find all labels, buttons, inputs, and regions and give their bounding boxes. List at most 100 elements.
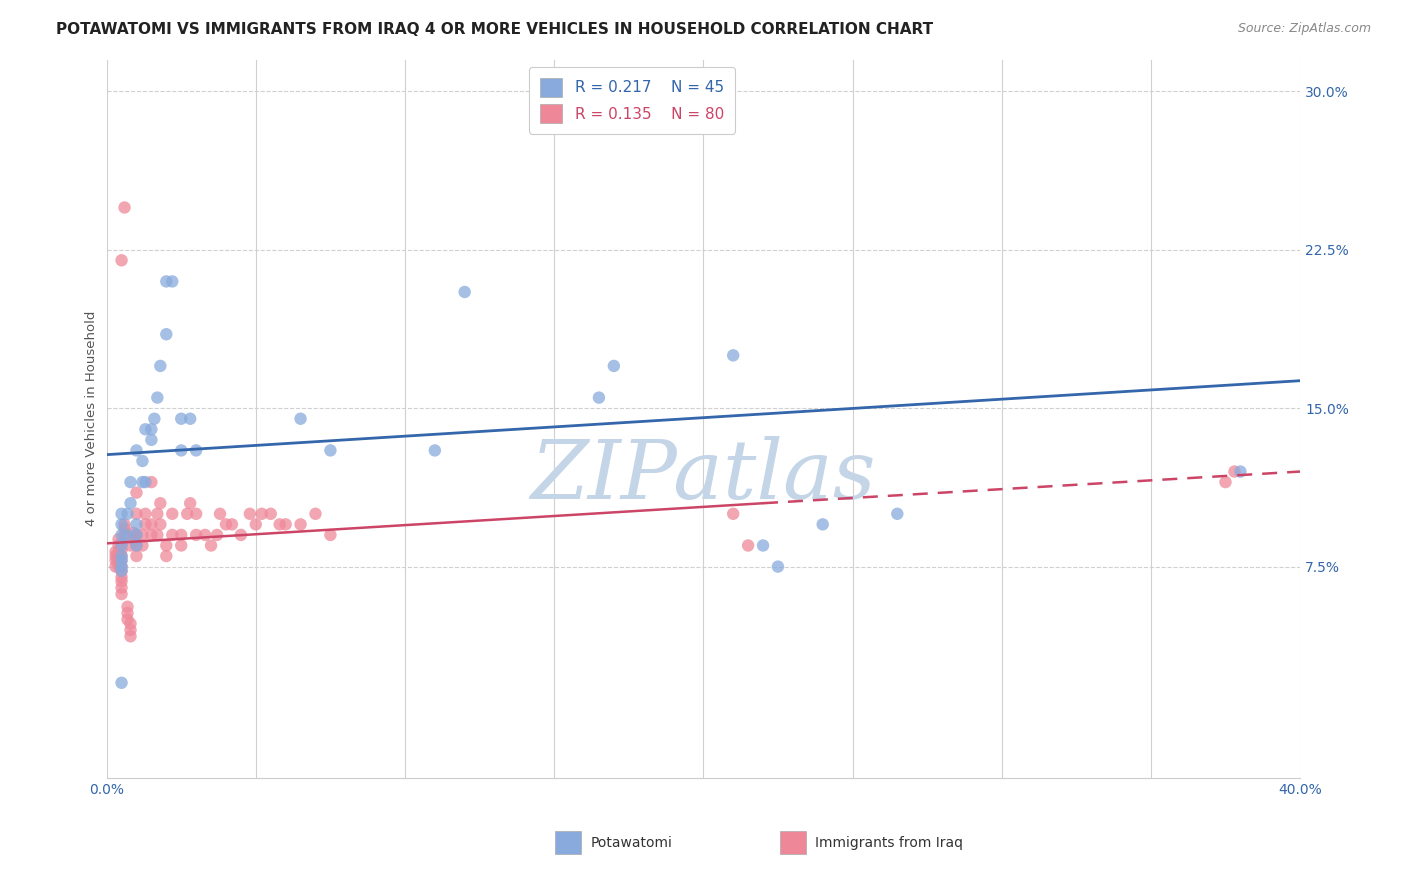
Point bbox=[114, 522, 136, 536]
Point bbox=[752, 539, 775, 553]
Point bbox=[149, 496, 172, 510]
Point bbox=[107, 539, 129, 553]
Point bbox=[205, 528, 228, 542]
Point bbox=[134, 422, 156, 436]
Point bbox=[1223, 465, 1246, 479]
Point bbox=[170, 443, 193, 458]
Point bbox=[125, 528, 148, 542]
Point bbox=[114, 517, 136, 532]
Point bbox=[122, 532, 145, 546]
Point bbox=[290, 517, 312, 532]
Point bbox=[110, 564, 132, 578]
Point bbox=[110, 549, 132, 563]
Point bbox=[110, 553, 132, 567]
Point bbox=[215, 517, 238, 532]
Point bbox=[125, 443, 148, 458]
Point bbox=[125, 549, 148, 563]
Point bbox=[170, 539, 193, 553]
Point bbox=[721, 348, 744, 362]
Point bbox=[110, 559, 132, 574]
Point bbox=[141, 475, 163, 489]
Point bbox=[143, 411, 166, 425]
Point bbox=[125, 539, 148, 553]
Point bbox=[120, 629, 142, 643]
Point bbox=[110, 559, 132, 574]
Point bbox=[155, 327, 177, 342]
Point bbox=[186, 528, 208, 542]
Point bbox=[162, 274, 184, 288]
Point bbox=[149, 517, 172, 532]
Point bbox=[104, 545, 127, 559]
Point bbox=[114, 528, 136, 542]
Point bbox=[146, 528, 169, 542]
Point bbox=[186, 507, 208, 521]
Point bbox=[260, 507, 283, 521]
Point bbox=[107, 549, 129, 563]
Point bbox=[131, 528, 153, 542]
Point bbox=[110, 542, 132, 557]
Text: ZIPatlas: ZIPatlas bbox=[530, 436, 876, 516]
Point bbox=[117, 606, 139, 620]
Point bbox=[131, 454, 153, 468]
Point bbox=[120, 539, 142, 553]
Point bbox=[176, 507, 198, 521]
Point bbox=[117, 612, 139, 626]
Point bbox=[110, 536, 132, 550]
Point bbox=[117, 528, 139, 542]
Point bbox=[200, 539, 222, 553]
Point bbox=[146, 391, 169, 405]
Point bbox=[1215, 475, 1237, 489]
Text: Immigrants from Iraq: Immigrants from Iraq bbox=[815, 836, 963, 850]
Point bbox=[319, 443, 342, 458]
Y-axis label: 4 or more Vehicles in Household: 4 or more Vehicles in Household bbox=[86, 311, 98, 526]
Point bbox=[766, 559, 789, 574]
Point bbox=[269, 517, 291, 532]
Point bbox=[274, 517, 297, 532]
Point bbox=[423, 443, 446, 458]
Point bbox=[104, 553, 127, 567]
Point bbox=[131, 475, 153, 489]
Point bbox=[155, 549, 177, 563]
Point bbox=[110, 539, 132, 553]
Point bbox=[110, 528, 132, 542]
Point bbox=[208, 507, 231, 521]
Point bbox=[250, 507, 273, 521]
Point bbox=[186, 443, 208, 458]
Point bbox=[120, 616, 142, 631]
Point bbox=[1229, 465, 1251, 479]
Point bbox=[120, 496, 142, 510]
Point bbox=[110, 564, 132, 578]
Text: POTAWATOMI VS IMMIGRANTS FROM IRAQ 4 OR MORE VEHICLES IN HOUSEHOLD CORRELATION C: POTAWATOMI VS IMMIGRANTS FROM IRAQ 4 OR … bbox=[56, 22, 934, 37]
Point bbox=[170, 528, 193, 542]
Point bbox=[155, 539, 177, 553]
Point bbox=[125, 485, 148, 500]
Point bbox=[110, 675, 132, 690]
Point bbox=[162, 528, 184, 542]
Point bbox=[304, 507, 326, 521]
Point bbox=[721, 507, 744, 521]
Point bbox=[122, 525, 145, 540]
Point bbox=[110, 570, 132, 584]
Point bbox=[155, 274, 177, 288]
Point bbox=[110, 253, 132, 268]
Point bbox=[290, 411, 312, 425]
Point bbox=[179, 496, 201, 510]
Point bbox=[110, 574, 132, 589]
Point bbox=[110, 549, 132, 563]
Point bbox=[104, 549, 127, 563]
Point bbox=[588, 391, 610, 405]
Point bbox=[107, 553, 129, 567]
Point bbox=[141, 528, 163, 542]
Point bbox=[125, 539, 148, 553]
Point bbox=[811, 517, 834, 532]
Point bbox=[110, 581, 132, 595]
Point bbox=[141, 517, 163, 532]
Point bbox=[886, 507, 908, 521]
Point bbox=[107, 559, 129, 574]
Point bbox=[110, 517, 132, 532]
Point bbox=[149, 359, 172, 373]
Point bbox=[162, 507, 184, 521]
Point bbox=[110, 507, 132, 521]
Text: Source: ZipAtlas.com: Source: ZipAtlas.com bbox=[1237, 22, 1371, 36]
Point bbox=[125, 528, 148, 542]
